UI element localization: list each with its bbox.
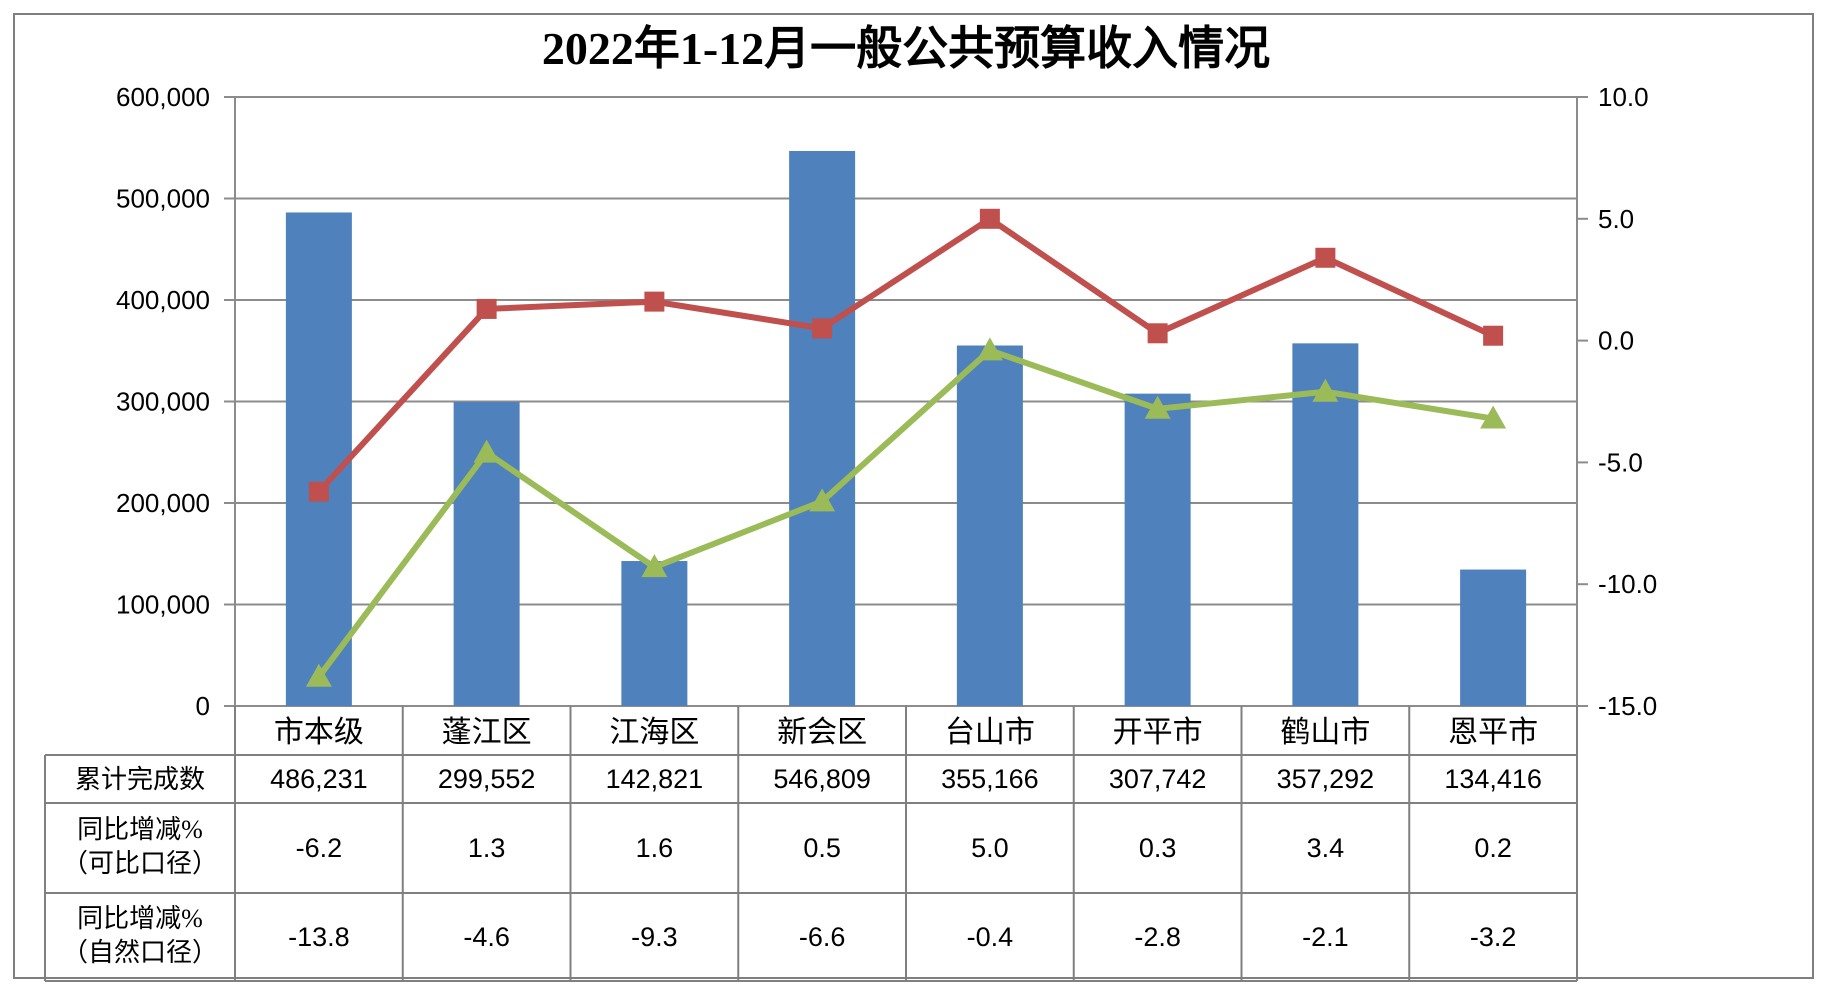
- left-axis-tick-label: 0: [196, 691, 210, 721]
- left-axis-tick-label: 500,000: [116, 184, 210, 214]
- category-cell-label: 蓬江区: [442, 716, 532, 749]
- right-axis-tick-label: 0.0: [1598, 326, 1634, 356]
- square-marker: [308, 481, 329, 502]
- right-axis-tick-label: -10.0: [1598, 569, 1657, 599]
- left-axis-tick-label: 400,000: [116, 285, 210, 315]
- square-marker: [812, 318, 833, 339]
- left-axis-tick-label: 100,000: [116, 590, 210, 620]
- table-cell-value: 0.2: [1474, 833, 1512, 863]
- right-axis-tick-label: -15.0: [1598, 691, 1657, 721]
- bar-col-4: [956, 345, 1023, 706]
- triangle-marker: [1480, 405, 1507, 429]
- series-line-1: [316, 215, 1495, 494]
- table-cell-value: -2.1: [1302, 922, 1349, 952]
- category-cell-label: 新会区: [777, 716, 867, 749]
- triangle-marker: [809, 488, 836, 512]
- triangle-marker: [1144, 395, 1171, 419]
- square-marker: [476, 298, 497, 319]
- table-cell-value: 546,809: [773, 764, 871, 794]
- left-axis-tick-label: 300,000: [116, 387, 210, 417]
- table-cell-value: 307,742: [1109, 764, 1207, 794]
- square-marker: [1483, 325, 1504, 346]
- square-marker: [979, 208, 1000, 229]
- left-axis-tick-label: 200,000: [116, 488, 210, 518]
- category-cell-label: 恩平市: [1448, 716, 1538, 749]
- triangle-marker: [473, 439, 500, 463]
- table-cell-value: -2.8: [1134, 922, 1181, 952]
- right-axis-tick-label: 5.0: [1598, 204, 1634, 234]
- table-cell-value: 0.3: [1139, 833, 1177, 863]
- table-cell-value: -4.6: [463, 922, 510, 952]
- bar-col-3: [789, 150, 856, 706]
- table-cell-value: -6.6: [799, 922, 846, 952]
- bar-col-2: [621, 561, 688, 706]
- triangle-marker: [976, 337, 1003, 361]
- table-cell-value: 1.3: [468, 833, 506, 863]
- triangle-marker: [305, 663, 332, 687]
- bar-col-0: [285, 212, 352, 707]
- triangle-marker: [1312, 378, 1339, 402]
- bar-col-5: [1124, 393, 1191, 706]
- table-cell-value: 3.4: [1307, 833, 1345, 863]
- bar-col-7: [1460, 569, 1527, 706]
- square-marker: [644, 291, 665, 312]
- table-cell-value: 0.5: [803, 833, 841, 863]
- table-cell-value: 299,552: [438, 764, 536, 794]
- table-cell-value: -9.3: [631, 922, 678, 952]
- table-cell-value: 5.0: [971, 833, 1009, 863]
- square-marker: [1147, 323, 1168, 344]
- row-header-label: 累计完成数: [75, 765, 205, 794]
- table-cell-value: -0.4: [967, 922, 1014, 952]
- table-cell-value: 355,166: [941, 764, 1039, 794]
- row-header-label-line2: （可比口径）: [62, 849, 218, 878]
- row-header-label-line1: 同比增减%: [77, 815, 203, 844]
- category-cell-label: 台山市: [945, 716, 1035, 749]
- row-header-label-line1: 同比增减%: [77, 904, 203, 933]
- table-cell-value: -6.2: [296, 833, 343, 863]
- table-cell-value: 357,292: [1277, 764, 1375, 794]
- table-cell-value: 142,821: [606, 764, 704, 794]
- table-cell-value: 486,231: [270, 764, 368, 794]
- bar-col-6: [1292, 343, 1359, 706]
- table-cell-value: 1.6: [636, 833, 674, 863]
- right-axis-tick-label: 10.0: [1598, 82, 1649, 112]
- triangle-marker: [641, 554, 668, 578]
- category-cell-label: 鹤山市: [1280, 716, 1370, 749]
- category-cell-label: 江海区: [609, 716, 699, 749]
- table-cell-value: -3.2: [1470, 922, 1517, 952]
- right-axis-tick-label: -5.0: [1598, 447, 1643, 477]
- left-axis-tick-label: 600,000: [116, 82, 210, 112]
- square-marker: [1315, 247, 1336, 268]
- category-cell-label: 开平市: [1113, 716, 1203, 749]
- table-cell-value: -13.8: [288, 922, 350, 952]
- series-line-2: [316, 347, 1494, 679]
- table-cell-value: 134,416: [1444, 764, 1542, 794]
- category-cell-label: 市本级: [274, 716, 364, 749]
- chart-title: 2022年1-12月一般公共预算收入情况: [541, 23, 1271, 74]
- row-header-label-line2: （自然口径）: [62, 938, 218, 967]
